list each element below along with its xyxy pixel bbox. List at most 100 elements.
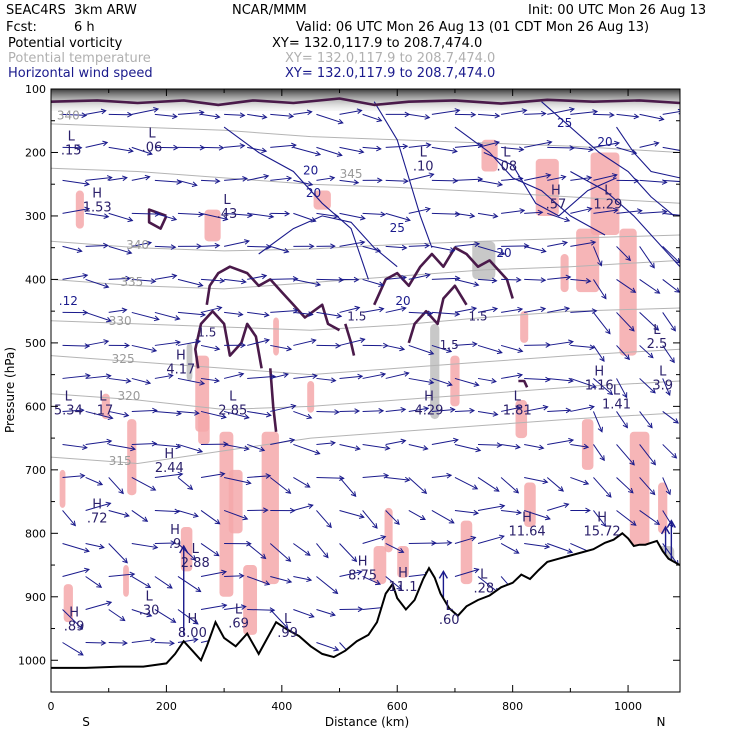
wind-vector (546, 477, 564, 492)
wind-vector-head (306, 576, 313, 583)
pv-extremum-value: 5.34 (54, 404, 83, 419)
wind-vector (154, 576, 173, 589)
wind-vector (339, 373, 364, 380)
wind-vector-shaft (177, 410, 199, 414)
wind-vector-head (568, 339, 574, 346)
wind-vector-head (198, 211, 204, 218)
wind-vector (570, 175, 593, 181)
wind-vector-shaft (177, 212, 203, 216)
wind-vector (616, 312, 635, 332)
wind-vector-head (625, 255, 632, 262)
wind-vector-shaft (616, 113, 639, 118)
wind-vector-head (307, 503, 314, 509)
wind-vector-shaft (131, 176, 150, 181)
wind-vector (662, 378, 671, 396)
wind-vector-head (237, 311, 244, 317)
wind-vector-head (597, 426, 603, 433)
wind-vector-head (214, 377, 220, 384)
wind-vector (154, 273, 178, 280)
wind-vector-head (83, 547, 90, 553)
wind-vector-shaft (293, 311, 313, 316)
wind-vector-head (310, 338, 317, 344)
wind-vector-head (127, 111, 133, 118)
wind-vector-head (560, 174, 567, 181)
wind-vector (247, 244, 272, 250)
wind-vector-head (129, 571, 136, 578)
wind-vector (108, 477, 124, 495)
wind-vector (408, 443, 429, 451)
pv-shade-gray (472, 241, 496, 280)
wind-vector (477, 410, 499, 417)
wind-vector-head (665, 390, 671, 396)
wind-vector-shaft (593, 345, 605, 362)
forecast-value: 6 h (74, 20, 95, 35)
wind-vector (131, 637, 156, 643)
wind-vector (385, 576, 403, 591)
wind-vector (154, 144, 179, 151)
pv-contour-label: 1.5 (440, 338, 459, 352)
wind-vector (62, 343, 91, 349)
pv-contour-label: 1.5 (347, 310, 366, 324)
wind-vector-shaft (131, 344, 157, 352)
wind-vector-head (590, 383, 597, 389)
pv-extremum-value: 1.29 (593, 197, 622, 212)
wind-vector-shaft (154, 473, 183, 478)
plot-frame (50, 88, 681, 693)
wind-vector-head (358, 148, 365, 155)
wind-vector-shaft (593, 209, 618, 214)
wind-vector-head (223, 441, 229, 448)
wind-vector-head (400, 438, 407, 445)
wind-vector-shaft (154, 179, 182, 183)
wind-vector-shaft (639, 113, 664, 120)
wind-vector-shaft (570, 278, 591, 282)
pv-extremum-type: L (480, 567, 488, 582)
wind-vector-shaft (454, 410, 474, 412)
wind-vector-shaft (62, 568, 90, 577)
wind-vector-shaft (154, 641, 174, 644)
wind-vector-shaft (616, 345, 630, 360)
wind-vector-shaft (616, 444, 635, 466)
wind-vector-shaft (477, 410, 498, 416)
wind-vector-shaft (201, 179, 220, 182)
wind-vector-shaft (247, 146, 267, 152)
wind-vector (62, 206, 91, 214)
wind-vector (270, 210, 291, 217)
wind-vector-head (513, 548, 520, 554)
wind-vector (108, 609, 126, 622)
theta-contour-label: 340 (126, 238, 149, 252)
wind-vector (431, 377, 453, 387)
wind-vector-head (448, 518, 455, 524)
wind-vector-shaft (247, 339, 270, 346)
wind-vector (362, 372, 387, 379)
wind-vector (177, 377, 206, 386)
wind-vector-head (239, 112, 246, 119)
wind-vector (62, 407, 85, 414)
pv-extremum: H.57 (546, 183, 567, 212)
wind-vector (570, 146, 594, 153)
wind-vector (131, 174, 151, 181)
wind-vector (293, 575, 313, 583)
wind-vector (639, 444, 656, 466)
wind-vector-shaft (408, 144, 431, 148)
wind-vector-head (291, 142, 297, 149)
wind-vector-shaft (408, 245, 430, 247)
wind-vector-head (216, 305, 223, 312)
wind-vector-shaft (524, 344, 551, 346)
wind-vector-shaft (408, 477, 427, 494)
wind-vector (200, 212, 229, 222)
wind-vector-shaft (85, 502, 111, 511)
wind-vector (131, 146, 153, 156)
wind-vector-head (375, 579, 381, 586)
wind-vector-head (261, 113, 268, 120)
wind-vector-head (494, 140, 500, 146)
wind-vector-head (98, 543, 105, 550)
x-axis-north-label: N (657, 715, 666, 729)
wind-vector-head (491, 277, 498, 284)
wind-vector-head (356, 108, 363, 114)
pv-extremum-value: 4.17 (166, 362, 195, 377)
wind-vector-head (583, 479, 590, 486)
wind-vector-head (515, 277, 522, 283)
wind-vector-shaft (454, 243, 480, 247)
wind-vector (570, 240, 597, 247)
pv-shade-patch (450, 355, 460, 407)
